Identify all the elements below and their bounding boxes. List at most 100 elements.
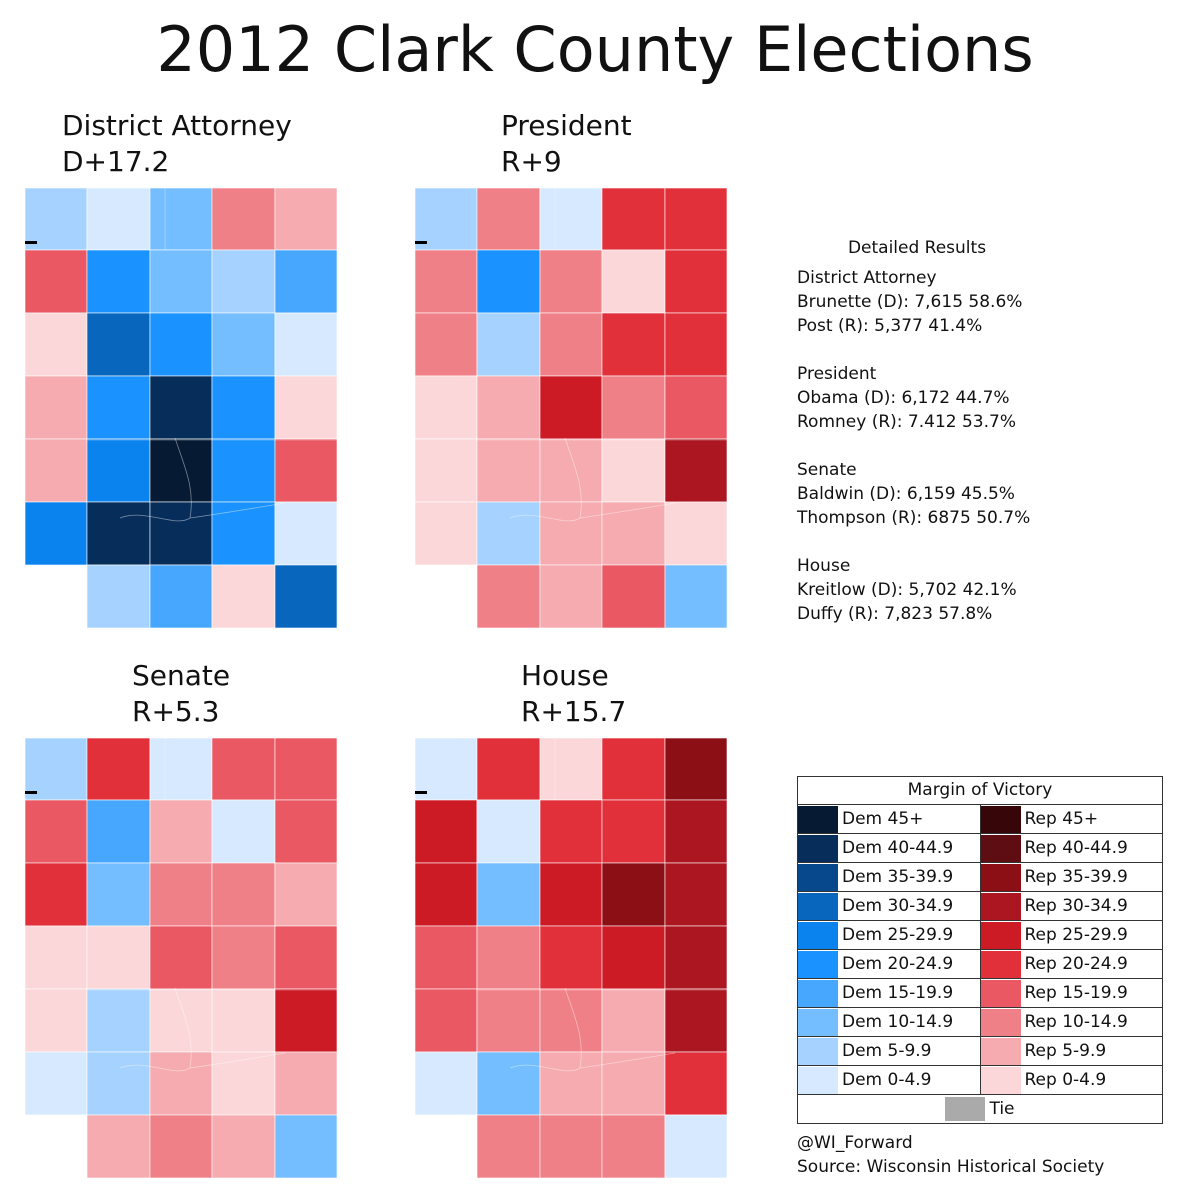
map-senate <box>25 738 337 1180</box>
legend-row: Dem 0-4.9 Rep 0-4.9 <box>798 1066 1162 1095</box>
detailed-results-heading: Detailed Results <box>847 238 987 258</box>
township-r2-c3 <box>211 312 276 377</box>
township-r6-c3 <box>211 564 276 629</box>
boundary-line <box>477 188 727 441</box>
township-r1-c2 <box>149 799 213 864</box>
township-r5-c1 <box>476 1051 541 1116</box>
legend-label: Rep 35-39.9 <box>1024 867 1128 887</box>
legend-rep-cell: Rep 15-19.9 <box>980 979 1163 1007</box>
map-marker <box>415 241 427 244</box>
legend-label: Rep 20-24.9 <box>1024 954 1128 974</box>
results-district-attorney: District Attorney Brunette (D): 7,615 58… <box>797 266 1127 338</box>
legend-rep-cell: Rep 0-4.9 <box>980 1066 1163 1094</box>
township-r1-c3 <box>211 249 276 314</box>
legend-swatch <box>798 834 838 862</box>
township-r4-c4 <box>664 988 727 1053</box>
township-r6-c4 <box>274 564 337 629</box>
township-r2-c1 <box>476 312 541 377</box>
legend-dem-cell: Dem 10-14.9 <box>798 1008 981 1036</box>
township-r4-c1 <box>86 988 151 1053</box>
map-race-name: President <box>501 109 632 142</box>
legend-label: Dem 45+ <box>842 809 924 829</box>
legend-dem-cell: Dem 40-44.9 <box>798 834 981 862</box>
legend-dem-cell: Dem 5-9.9 <box>798 1037 981 1065</box>
legend-label: Dem 30-34.9 <box>842 896 954 916</box>
legend-label: Rep 15-19.9 <box>1024 983 1128 1003</box>
township-r4-c1 <box>86 438 151 503</box>
township-r0-c0 <box>25 738 88 801</box>
map-margin: R+9 <box>501 145 562 178</box>
legend-label: Dem 0-4.9 <box>842 1070 932 1090</box>
township-r1-c1 <box>476 799 541 864</box>
township-r6-c3 <box>601 1114 666 1179</box>
map-margin: D+17.2 <box>62 145 170 178</box>
county-map-svg <box>415 188 727 629</box>
legend-label: Dem 15-19.9 <box>842 983 954 1003</box>
township-r5-c2 <box>539 1051 603 1116</box>
township-r5-c4 <box>664 501 727 566</box>
township-r2-c2 <box>149 312 213 377</box>
legend-rep-cell: Rep 20-24.9 <box>980 950 1163 978</box>
township-r1-c4 <box>664 249 727 314</box>
township-r5-c3 <box>601 501 666 566</box>
legend-swatch <box>798 892 838 920</box>
legend-label: Rep 25-29.9 <box>1024 925 1128 945</box>
township-r6-c1 <box>86 564 151 629</box>
township-r2-c1 <box>86 312 151 377</box>
township-r3-c0 <box>415 925 478 990</box>
legend-rep-cell: Rep 10-14.9 <box>980 1008 1163 1036</box>
township-r4-c4 <box>664 438 727 503</box>
source-credit: Source: Wisconsin Historical Society <box>797 1157 1105 1177</box>
legend-rep-cell: Rep 30-34.9 <box>980 892 1163 920</box>
township-r3-c3 <box>211 925 276 990</box>
township-r3-c2 <box>149 925 213 990</box>
candidate-line: Brunette (D): 7,615 58.6% <box>797 292 1023 312</box>
legend-swatch <box>798 979 838 1007</box>
detailed-results: Detailed Results District Attorney Brune… <box>797 236 1127 650</box>
township-r4-c3 <box>601 988 666 1053</box>
township-r0-c2 <box>149 738 213 801</box>
legend-row: Dem 40-44.9 Rep 40-44.9 <box>798 834 1162 863</box>
legend-row: Dem 20-24.9 Rep 20-24.9 <box>798 950 1162 979</box>
township-r6-c2 <box>539 1114 603 1179</box>
legend-label: Dem 10-14.9 <box>842 1012 954 1032</box>
township-r0-c2 <box>539 188 603 251</box>
township-r2-c2 <box>539 312 603 377</box>
township-r4-c1 <box>476 438 541 503</box>
township-r5-c2 <box>149 501 213 566</box>
map-house <box>415 738 727 1180</box>
boundary-line <box>477 738 727 991</box>
township-r2-c0 <box>25 862 88 927</box>
legend-swatch <box>980 1037 1021 1065</box>
legend-dem-cell: Dem 15-19.9 <box>798 979 981 1007</box>
candidate-line: Thompson (R): 6875 50.7% <box>797 508 1031 528</box>
legend-swatch <box>798 950 838 978</box>
township-r5-c1 <box>86 501 151 566</box>
township-r2-c3 <box>211 862 276 927</box>
candidate-line: Romney (R): 7.412 53.7% <box>797 412 1016 432</box>
township-r4-c2 <box>149 988 213 1053</box>
township-r3-c3 <box>601 375 666 440</box>
legend-label: Rep 10-14.9 <box>1024 1012 1128 1032</box>
township-r1-c0 <box>25 799 88 864</box>
legend-swatch <box>980 805 1021 833</box>
legend-swatch <box>980 1008 1021 1036</box>
river-line <box>119 437 286 522</box>
township-r3-c2 <box>539 925 603 990</box>
candidate-line: Duffy (R): 7,823 57.8% <box>797 604 993 624</box>
township-r0-c1 <box>86 188 151 251</box>
township-r0-c1 <box>476 188 541 251</box>
township-r5-c1 <box>476 501 541 566</box>
candidate-line: Kreitlow (D): 5,702 42.1% <box>797 580 1017 600</box>
legend-swatch <box>980 892 1021 920</box>
legend-label: Dem 5-9.9 <box>842 1041 932 1061</box>
author-handle: @WI_Forward <box>797 1133 913 1153</box>
county-map-svg <box>415 738 727 1179</box>
legend-rep-cell: Rep 25-29.9 <box>980 921 1163 949</box>
township-r5-c3 <box>211 1051 276 1116</box>
map-district-attorney <box>25 188 337 630</box>
township-r1-c0 <box>415 799 478 864</box>
township-r0-c4 <box>274 738 337 801</box>
candidate-line: Baldwin (D): 6,159 45.5% <box>797 484 1015 504</box>
legend-row: Dem 35-39.9 Rep 35-39.9 <box>798 863 1162 892</box>
